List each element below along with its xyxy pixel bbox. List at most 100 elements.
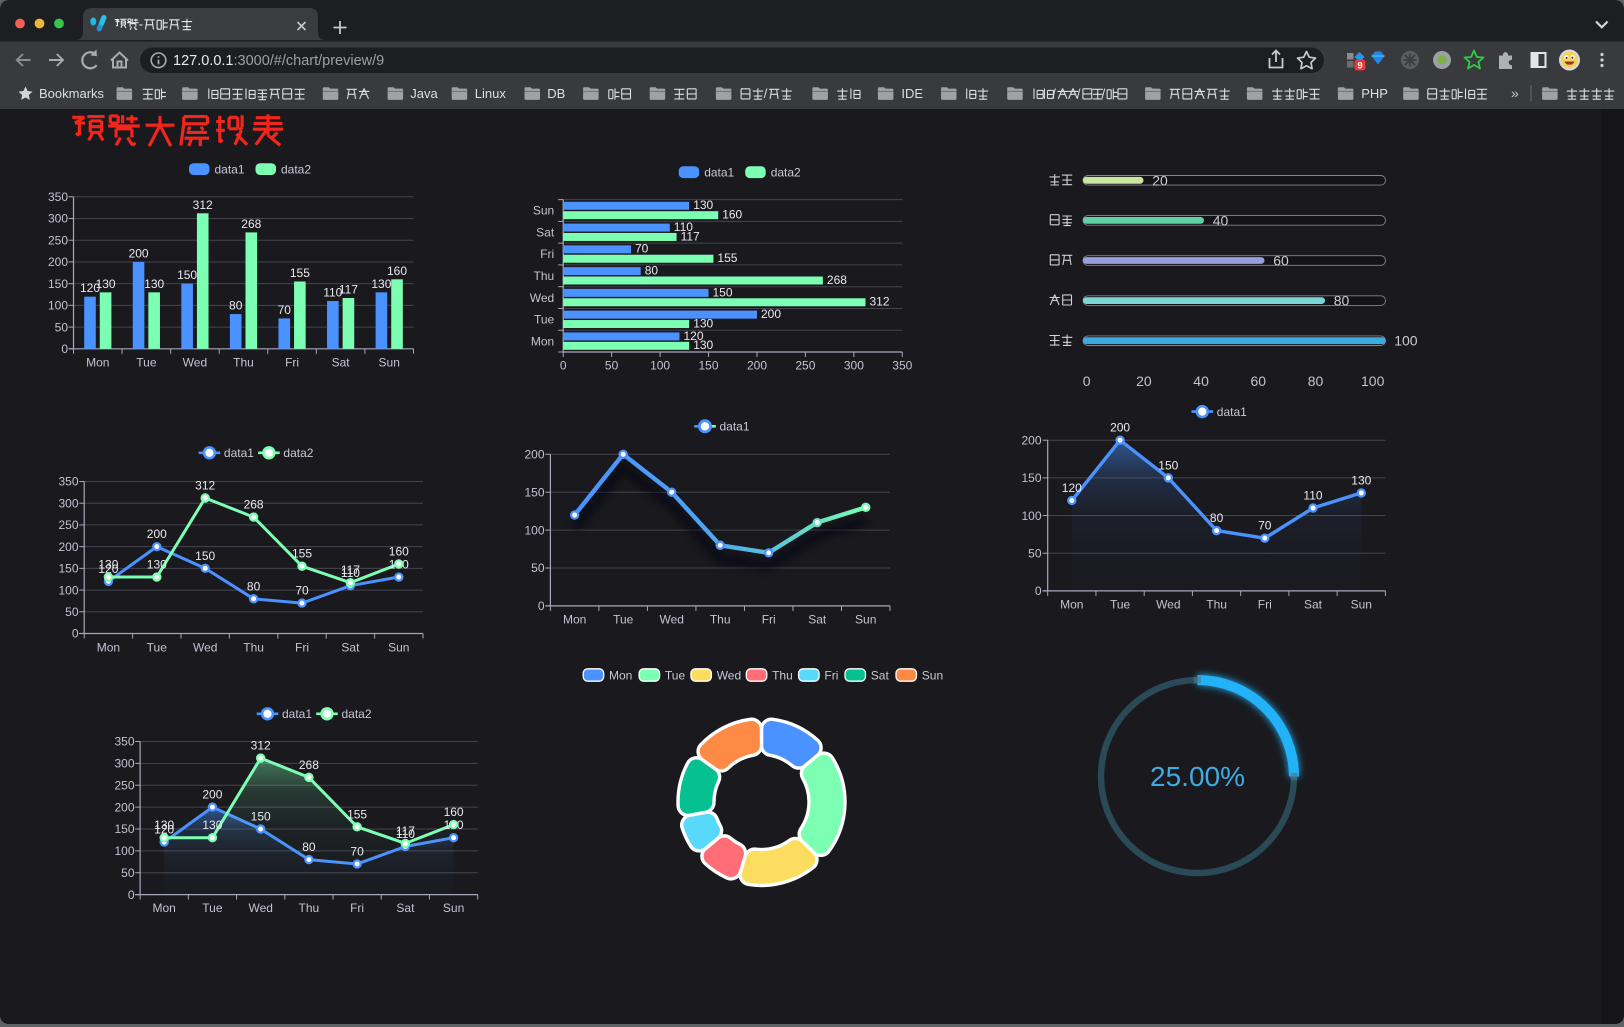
svg-text:130: 130 — [98, 558, 118, 572]
svg-text:Mon: Mon — [609, 668, 632, 682]
svg-text:110: 110 — [341, 566, 360, 580]
svg-text:130: 130 — [1351, 473, 1371, 487]
svg-text:Wed: Wed — [248, 901, 272, 915]
svg-text:250: 250 — [114, 778, 134, 792]
svg-text:120: 120 — [684, 329, 704, 343]
svg-text:0: 0 — [1035, 584, 1042, 598]
svg-text:100: 100 — [524, 523, 544, 537]
svg-text:110: 110 — [396, 827, 415, 841]
svg-text:200: 200 — [129, 246, 149, 260]
svg-text:IDE: IDE — [901, 86, 923, 101]
svg-text:Thu: Thu — [233, 356, 254, 370]
svg-text:Sat: Sat — [536, 226, 555, 240]
svg-text:120: 120 — [154, 823, 174, 837]
svg-text:0: 0 — [61, 342, 68, 356]
svg-text:300: 300 — [844, 359, 864, 373]
svg-text:Fri: Fri — [540, 247, 554, 261]
svg-text:0: 0 — [128, 888, 135, 902]
svg-text:350: 350 — [58, 475, 78, 489]
svg-text:70: 70 — [635, 242, 649, 256]
svg-text:data2: data2 — [281, 162, 311, 176]
svg-text:Tue: Tue — [1110, 598, 1131, 612]
svg-text:Fri: Fri — [295, 640, 309, 654]
svg-text:130: 130 — [371, 277, 391, 291]
svg-text:Thu: Thu — [243, 640, 264, 654]
svg-text:data1: data1 — [282, 707, 312, 721]
svg-text:200: 200 — [58, 540, 78, 554]
svg-text:data2: data2 — [771, 165, 801, 179]
svg-text:110: 110 — [674, 220, 693, 234]
svg-text:268: 268 — [299, 758, 319, 772]
svg-text:130: 130 — [693, 316, 713, 330]
svg-text:80: 80 — [1210, 511, 1224, 525]
svg-text:200: 200 — [1021, 433, 1041, 447]
svg-text:Sun: Sun — [855, 613, 876, 627]
svg-text:300: 300 — [48, 212, 68, 226]
svg-text:200: 200 — [747, 359, 767, 373]
svg-text:160: 160 — [722, 208, 742, 222]
svg-text:/: / — [1102, 86, 1106, 101]
svg-text:150: 150 — [713, 285, 733, 299]
svg-text:Mon: Mon — [531, 334, 554, 348]
svg-text:50: 50 — [121, 866, 135, 880]
svg-text:Tue: Tue — [147, 640, 168, 654]
svg-text:data1: data1 — [1217, 405, 1247, 419]
svg-text:25.00%: 25.00% — [1150, 761, 1245, 792]
svg-text:268: 268 — [244, 498, 264, 512]
svg-text:Wed: Wed — [183, 356, 207, 370]
svg-text:117: 117 — [341, 563, 360, 577]
svg-text:268: 268 — [241, 217, 261, 231]
svg-text:300: 300 — [58, 496, 78, 510]
svg-text:Thu: Thu — [534, 269, 555, 283]
svg-text:data1: data1 — [720, 420, 750, 434]
svg-text:Sun: Sun — [922, 668, 943, 682]
svg-text:40: 40 — [1193, 373, 1209, 389]
svg-text:200: 200 — [114, 800, 134, 814]
svg-text:20: 20 — [1136, 373, 1152, 389]
svg-text:50: 50 — [531, 561, 545, 575]
svg-text:0: 0 — [72, 627, 79, 641]
svg-text:0: 0 — [538, 599, 545, 613]
svg-text:100: 100 — [650, 359, 670, 373]
svg-text:Fri: Fri — [350, 901, 364, 915]
svg-text:100: 100 — [1394, 333, 1418, 349]
svg-text:250: 250 — [48, 233, 68, 247]
svg-text:150: 150 — [698, 359, 718, 373]
svg-text:150: 150 — [48, 277, 68, 291]
svg-text:312: 312 — [193, 198, 213, 212]
svg-text:150: 150 — [524, 485, 544, 499]
svg-text:70: 70 — [1258, 519, 1272, 533]
svg-text:Sat: Sat — [341, 640, 360, 654]
svg-text:120: 120 — [1062, 481, 1082, 495]
svg-text:Java: Java — [410, 86, 438, 101]
svg-text:150: 150 — [1158, 458, 1178, 472]
svg-text:Sat: Sat — [1304, 598, 1323, 612]
svg-text:160: 160 — [387, 264, 407, 278]
svg-text:50: 50 — [55, 320, 69, 334]
svg-text:130: 130 — [96, 277, 116, 291]
svg-text:Fri: Fri — [762, 613, 776, 627]
svg-text:Sun: Sun — [533, 204, 554, 218]
svg-text:110: 110 — [323, 286, 342, 300]
svg-text:120: 120 — [80, 281, 100, 295]
svg-text:312: 312 — [195, 479, 215, 493]
svg-text:Tue: Tue — [534, 313, 555, 327]
svg-text:117: 117 — [681, 229, 700, 243]
svg-text:250: 250 — [795, 359, 815, 373]
svg-text:Wed: Wed — [1156, 598, 1180, 612]
svg-text:200: 200 — [1110, 421, 1130, 435]
svg-text:Sun: Sun — [1351, 598, 1372, 612]
svg-text:50: 50 — [65, 605, 79, 619]
svg-text:100: 100 — [114, 844, 134, 858]
svg-text:200: 200 — [524, 448, 544, 462]
svg-text:data1: data1 — [704, 165, 734, 179]
svg-text:Sun: Sun — [443, 901, 464, 915]
svg-text:/: / — [764, 86, 768, 101]
svg-text:350: 350 — [114, 735, 134, 749]
svg-text:150: 150 — [1021, 471, 1041, 485]
svg-text:312: 312 — [870, 295, 890, 309]
svg-text:Thu: Thu — [1206, 598, 1227, 612]
svg-text:Thu: Thu — [772, 668, 793, 682]
svg-text:150: 150 — [251, 810, 271, 824]
svg-text:-: - — [139, 17, 143, 32]
